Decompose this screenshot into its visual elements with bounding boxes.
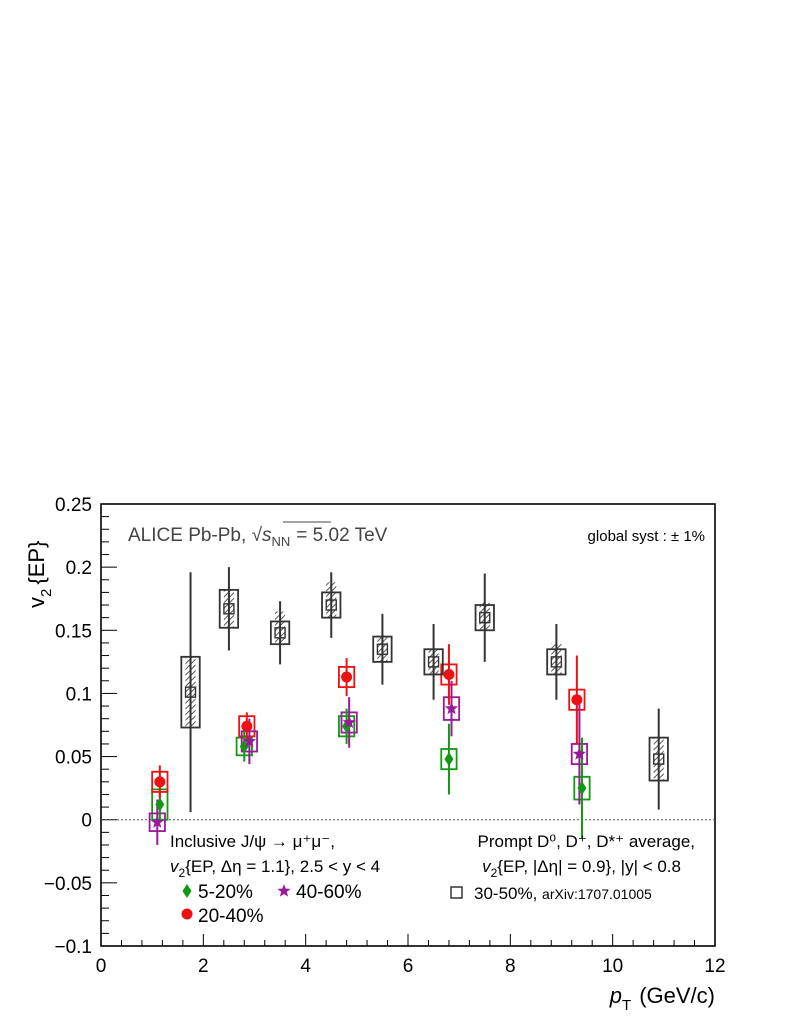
marker-30-50 (653, 753, 665, 765)
legend-marker-20-40 (181, 908, 193, 920)
legend-entry-5-20: 5-20% (198, 882, 253, 903)
y-tick-label: 0 (81, 811, 92, 832)
marker-5-20 (155, 797, 165, 812)
y-tick-label: 0.25 (55, 495, 92, 516)
legend-right-marker (450, 886, 463, 899)
global-syst-label: global syst : ± 1% (588, 528, 705, 545)
marker-20-40 (241, 720, 253, 732)
legend-entry-40-60: 40-60% (296, 882, 362, 903)
legend-left-title: Inclusive J/ψ → μ⁺μ⁻, (170, 832, 335, 851)
legend-entry-30-50: 30-50%, arXiv:1707.01005 (474, 884, 652, 903)
marker-20-40 (571, 694, 583, 706)
marker-40-60 (242, 734, 257, 748)
marker-30-50 (550, 656, 563, 668)
x-axis-label: pT (GeV/c) (609, 983, 715, 1014)
y-tick-label: −0.05 (44, 874, 92, 895)
marker-30-50 (325, 599, 337, 611)
x-tick-label: 10 (602, 956, 623, 977)
x-tick-label: 6 (403, 956, 414, 977)
y-tick-label: 0.15 (55, 621, 92, 642)
y-tick-label: 0.2 (66, 558, 92, 579)
legend-entry-20-40: 20-40% (198, 906, 264, 927)
marker-30-50 (184, 686, 197, 698)
marker-30-50 (376, 643, 389, 655)
y-tick-label: −0.1 (54, 937, 92, 958)
experiment-label: ALICE Pb-Pb, √sNN = 5.02 TeV (128, 525, 388, 549)
x-tick-label: 4 (300, 956, 311, 977)
x-tick-label: 8 (505, 956, 516, 977)
marker-30-50 (479, 611, 491, 624)
marker-40-60 (444, 701, 459, 715)
marker-40-60 (342, 715, 356, 729)
legend-left-subtitle: v2{EP, Δη = 1.1}, 2.5 < y < 4 (170, 857, 380, 880)
axis-ticks (100, 503, 716, 947)
marker-40-60 (572, 747, 587, 760)
legend-right-title: Prompt D⁰, D⁺, D*⁺ average, (478, 832, 696, 851)
marker-20-40 (341, 671, 353, 683)
x-tick-label: 12 (704, 956, 725, 977)
y-axis-label: v2{EP} (24, 541, 55, 608)
marker-20-40 (443, 668, 455, 680)
legend-right-subtitle: v2{EP, |Δη| = 0.9}, |y| < 0.8 (482, 857, 681, 880)
legend-marker-5-20 (182, 884, 192, 898)
x-tick-label: 2 (198, 956, 209, 977)
marker-5-20 (577, 781, 587, 796)
marker-30-50 (427, 656, 440, 668)
marker-5-20 (444, 752, 454, 767)
legend-marker-40-60 (277, 884, 291, 897)
marker-30-50 (274, 627, 286, 639)
marker-20-40 (154, 776, 166, 788)
marker-40-60 (150, 815, 164, 828)
y-tick-label: 0.1 (66, 684, 92, 705)
marker-30-50 (223, 603, 235, 615)
markers (150, 599, 665, 828)
error-bars (156, 567, 660, 845)
y-tick-labels: −0.1 −0.05 0 0.05 0.1 0.15 0.2 0.25 (44, 495, 92, 958)
x-tick-labels: 0 2 4 6 8 10 12 (96, 956, 726, 977)
legend-left-markers (181, 884, 291, 920)
y-tick-label: 0.05 (55, 748, 92, 769)
x-tick-label: 0 (96, 956, 107, 977)
